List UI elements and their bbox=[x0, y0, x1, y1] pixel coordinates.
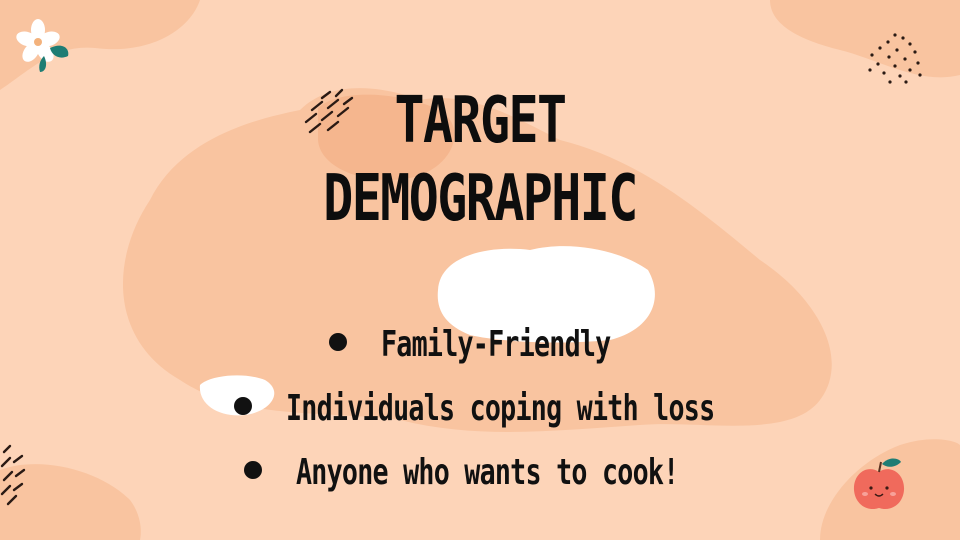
bullet-text: Family-Friendly bbox=[381, 324, 611, 365]
white-blob-left bbox=[199, 375, 275, 416]
bullet-dot bbox=[244, 461, 262, 479]
list-item: Individuals coping with loss bbox=[150, 386, 810, 450]
list-item: Anyone who wants to cook! bbox=[150, 450, 810, 514]
slide-title: TARGET DEMOGRAPHIC bbox=[285, 82, 675, 238]
corner-blob-bottom-left bbox=[0, 464, 141, 540]
accent-blob bbox=[318, 94, 455, 181]
corner-blob-top-right bbox=[770, 0, 960, 78]
bullet-list: Family-Friendly Individuals coping with … bbox=[150, 322, 810, 514]
slide-title-line-1: TARGET bbox=[394, 84, 568, 158]
slide-title-line-2: DEMOGRAPHIC bbox=[323, 162, 638, 236]
list-item: Family-Friendly bbox=[150, 322, 810, 386]
bullet-text: Individuals coping with loss bbox=[286, 388, 715, 429]
bullet-dot bbox=[329, 333, 347, 351]
corner-blob-top-left bbox=[0, 0, 200, 90]
white-blob-right bbox=[437, 246, 655, 343]
bullet-dot bbox=[234, 397, 252, 415]
bullet-text: Anyone who wants to cook! bbox=[296, 452, 679, 493]
